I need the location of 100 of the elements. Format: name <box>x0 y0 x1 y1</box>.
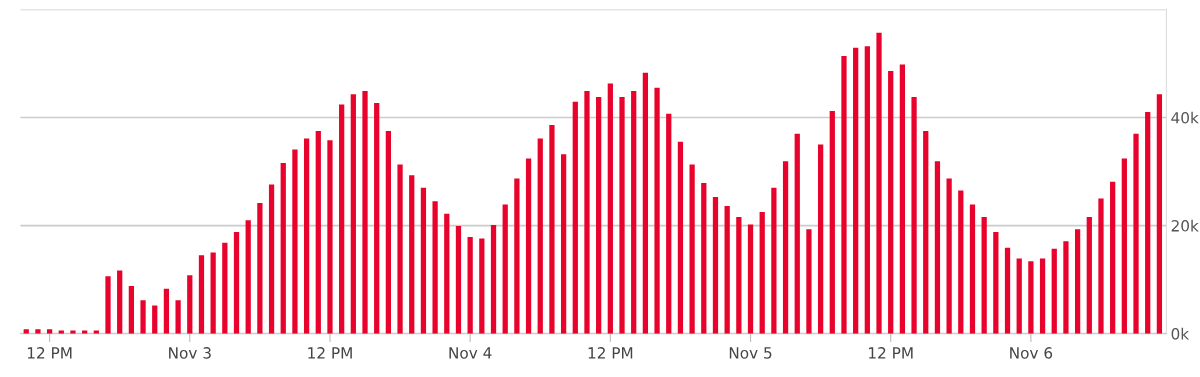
bar <box>245 220 251 334</box>
bar <box>339 104 345 334</box>
bar <box>864 46 870 334</box>
bar <box>490 225 497 334</box>
bar <box>420 187 427 334</box>
bar <box>817 144 824 334</box>
bar <box>198 255 205 334</box>
bar <box>292 149 298 334</box>
bar <box>327 140 333 334</box>
bar <box>1074 229 1081 334</box>
bar <box>35 329 41 334</box>
bar <box>549 125 555 334</box>
bar <box>502 204 508 334</box>
bar <box>374 102 380 334</box>
bar <box>1110 181 1116 334</box>
y-tick-label: 40k <box>1171 111 1199 124</box>
x-tick-label: 12 PM <box>27 347 72 359</box>
bar <box>315 131 321 334</box>
bar <box>934 161 941 334</box>
bar <box>1028 261 1034 334</box>
x-tick-label: 12 PM <box>588 347 633 359</box>
bar <box>233 232 240 334</box>
x-tick-label: Nov 5 <box>729 347 772 359</box>
bar <box>280 162 286 334</box>
bar <box>117 270 123 334</box>
bar <box>572 101 578 334</box>
x-tick-label: 12 PM <box>308 347 352 359</box>
bar <box>841 55 847 334</box>
bar <box>397 164 403 334</box>
bar <box>969 204 976 334</box>
bar <box>946 178 952 334</box>
bar <box>782 161 789 334</box>
bar <box>525 158 532 334</box>
bar <box>514 178 520 334</box>
bar <box>1051 248 1057 334</box>
bar <box>607 83 613 334</box>
bar <box>257 202 263 334</box>
bar <box>163 288 170 334</box>
bar <box>444 213 450 334</box>
bar <box>1063 241 1069 334</box>
x-tick-label: Nov 6 <box>1010 347 1053 359</box>
bar <box>350 94 356 334</box>
bar <box>222 242 228 334</box>
bar <box>1039 258 1046 334</box>
y-tick-label: 20k <box>1171 219 1199 232</box>
bar <box>152 305 158 334</box>
bar <box>993 232 999 334</box>
x-tick-label: Nov 3 <box>169 347 211 359</box>
bar <box>479 238 485 334</box>
x-tick-label: Nov 4 <box>449 347 492 359</box>
bar <box>899 64 906 334</box>
bar <box>140 300 146 334</box>
bar <box>1086 216 1092 334</box>
bar <box>303 138 310 334</box>
bar <box>1156 94 1163 334</box>
bar <box>853 47 859 334</box>
bar <box>806 229 812 334</box>
x-tick-label: 12 PM <box>869 347 913 359</box>
bar <box>70 330 76 334</box>
bar <box>888 71 894 334</box>
bar <box>631 91 637 334</box>
bar <box>187 275 193 334</box>
bar <box>432 201 438 334</box>
bar <box>701 182 707 334</box>
bar <box>1098 198 1104 334</box>
bar <box>958 190 964 334</box>
bar <box>1121 158 1127 334</box>
bar <box>689 164 695 334</box>
bar <box>911 96 917 334</box>
bar <box>455 226 462 334</box>
bar <box>596 96 602 334</box>
bar <box>409 175 415 334</box>
bar <box>923 131 929 334</box>
bar <box>759 212 765 334</box>
bar <box>677 141 684 334</box>
bar <box>642 72 649 334</box>
bar <box>1016 258 1022 334</box>
bar <box>736 216 742 334</box>
bar <box>666 113 672 334</box>
bar <box>1004 247 1011 334</box>
bar <box>654 87 660 334</box>
bar <box>560 154 567 334</box>
bar <box>268 184 275 334</box>
bar <box>1145 112 1151 334</box>
bar <box>619 96 625 334</box>
bar <box>385 131 392 334</box>
bar <box>724 206 730 334</box>
bar <box>794 133 800 334</box>
bar <box>128 286 135 334</box>
bar <box>175 300 181 334</box>
bar <box>829 111 835 334</box>
bar <box>105 276 111 334</box>
bar <box>584 91 590 334</box>
bar <box>712 196 719 334</box>
bar <box>467 236 473 334</box>
bar <box>771 187 777 334</box>
bar <box>981 216 987 334</box>
bar <box>210 252 216 334</box>
bar <box>876 32 882 334</box>
bar <box>362 91 368 334</box>
